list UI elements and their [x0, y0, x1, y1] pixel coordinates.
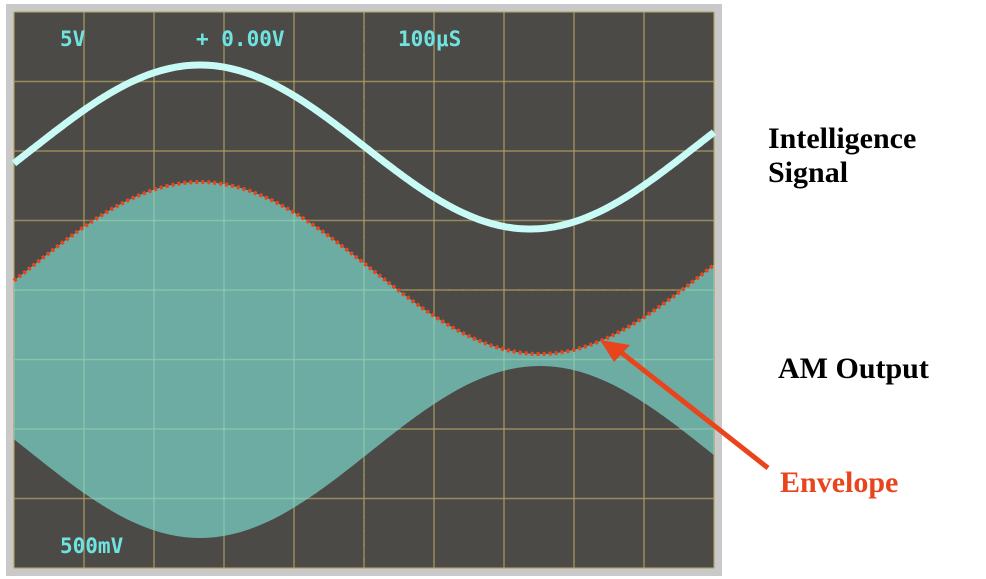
ch1-scale: 5V	[60, 27, 86, 51]
intelligence-label: Intelligence Signal	[768, 122, 978, 190]
page: 5V + 0.00V 100μS 500mV Intelligence Sign…	[0, 0, 986, 579]
envelope-label: Envelope	[780, 466, 898, 500]
ch2-scale: 500mV	[60, 534, 124, 558]
am-output-label: AM Output	[778, 352, 929, 386]
timebase: 100μS	[398, 27, 461, 51]
offset: + 0.00V	[196, 27, 285, 51]
